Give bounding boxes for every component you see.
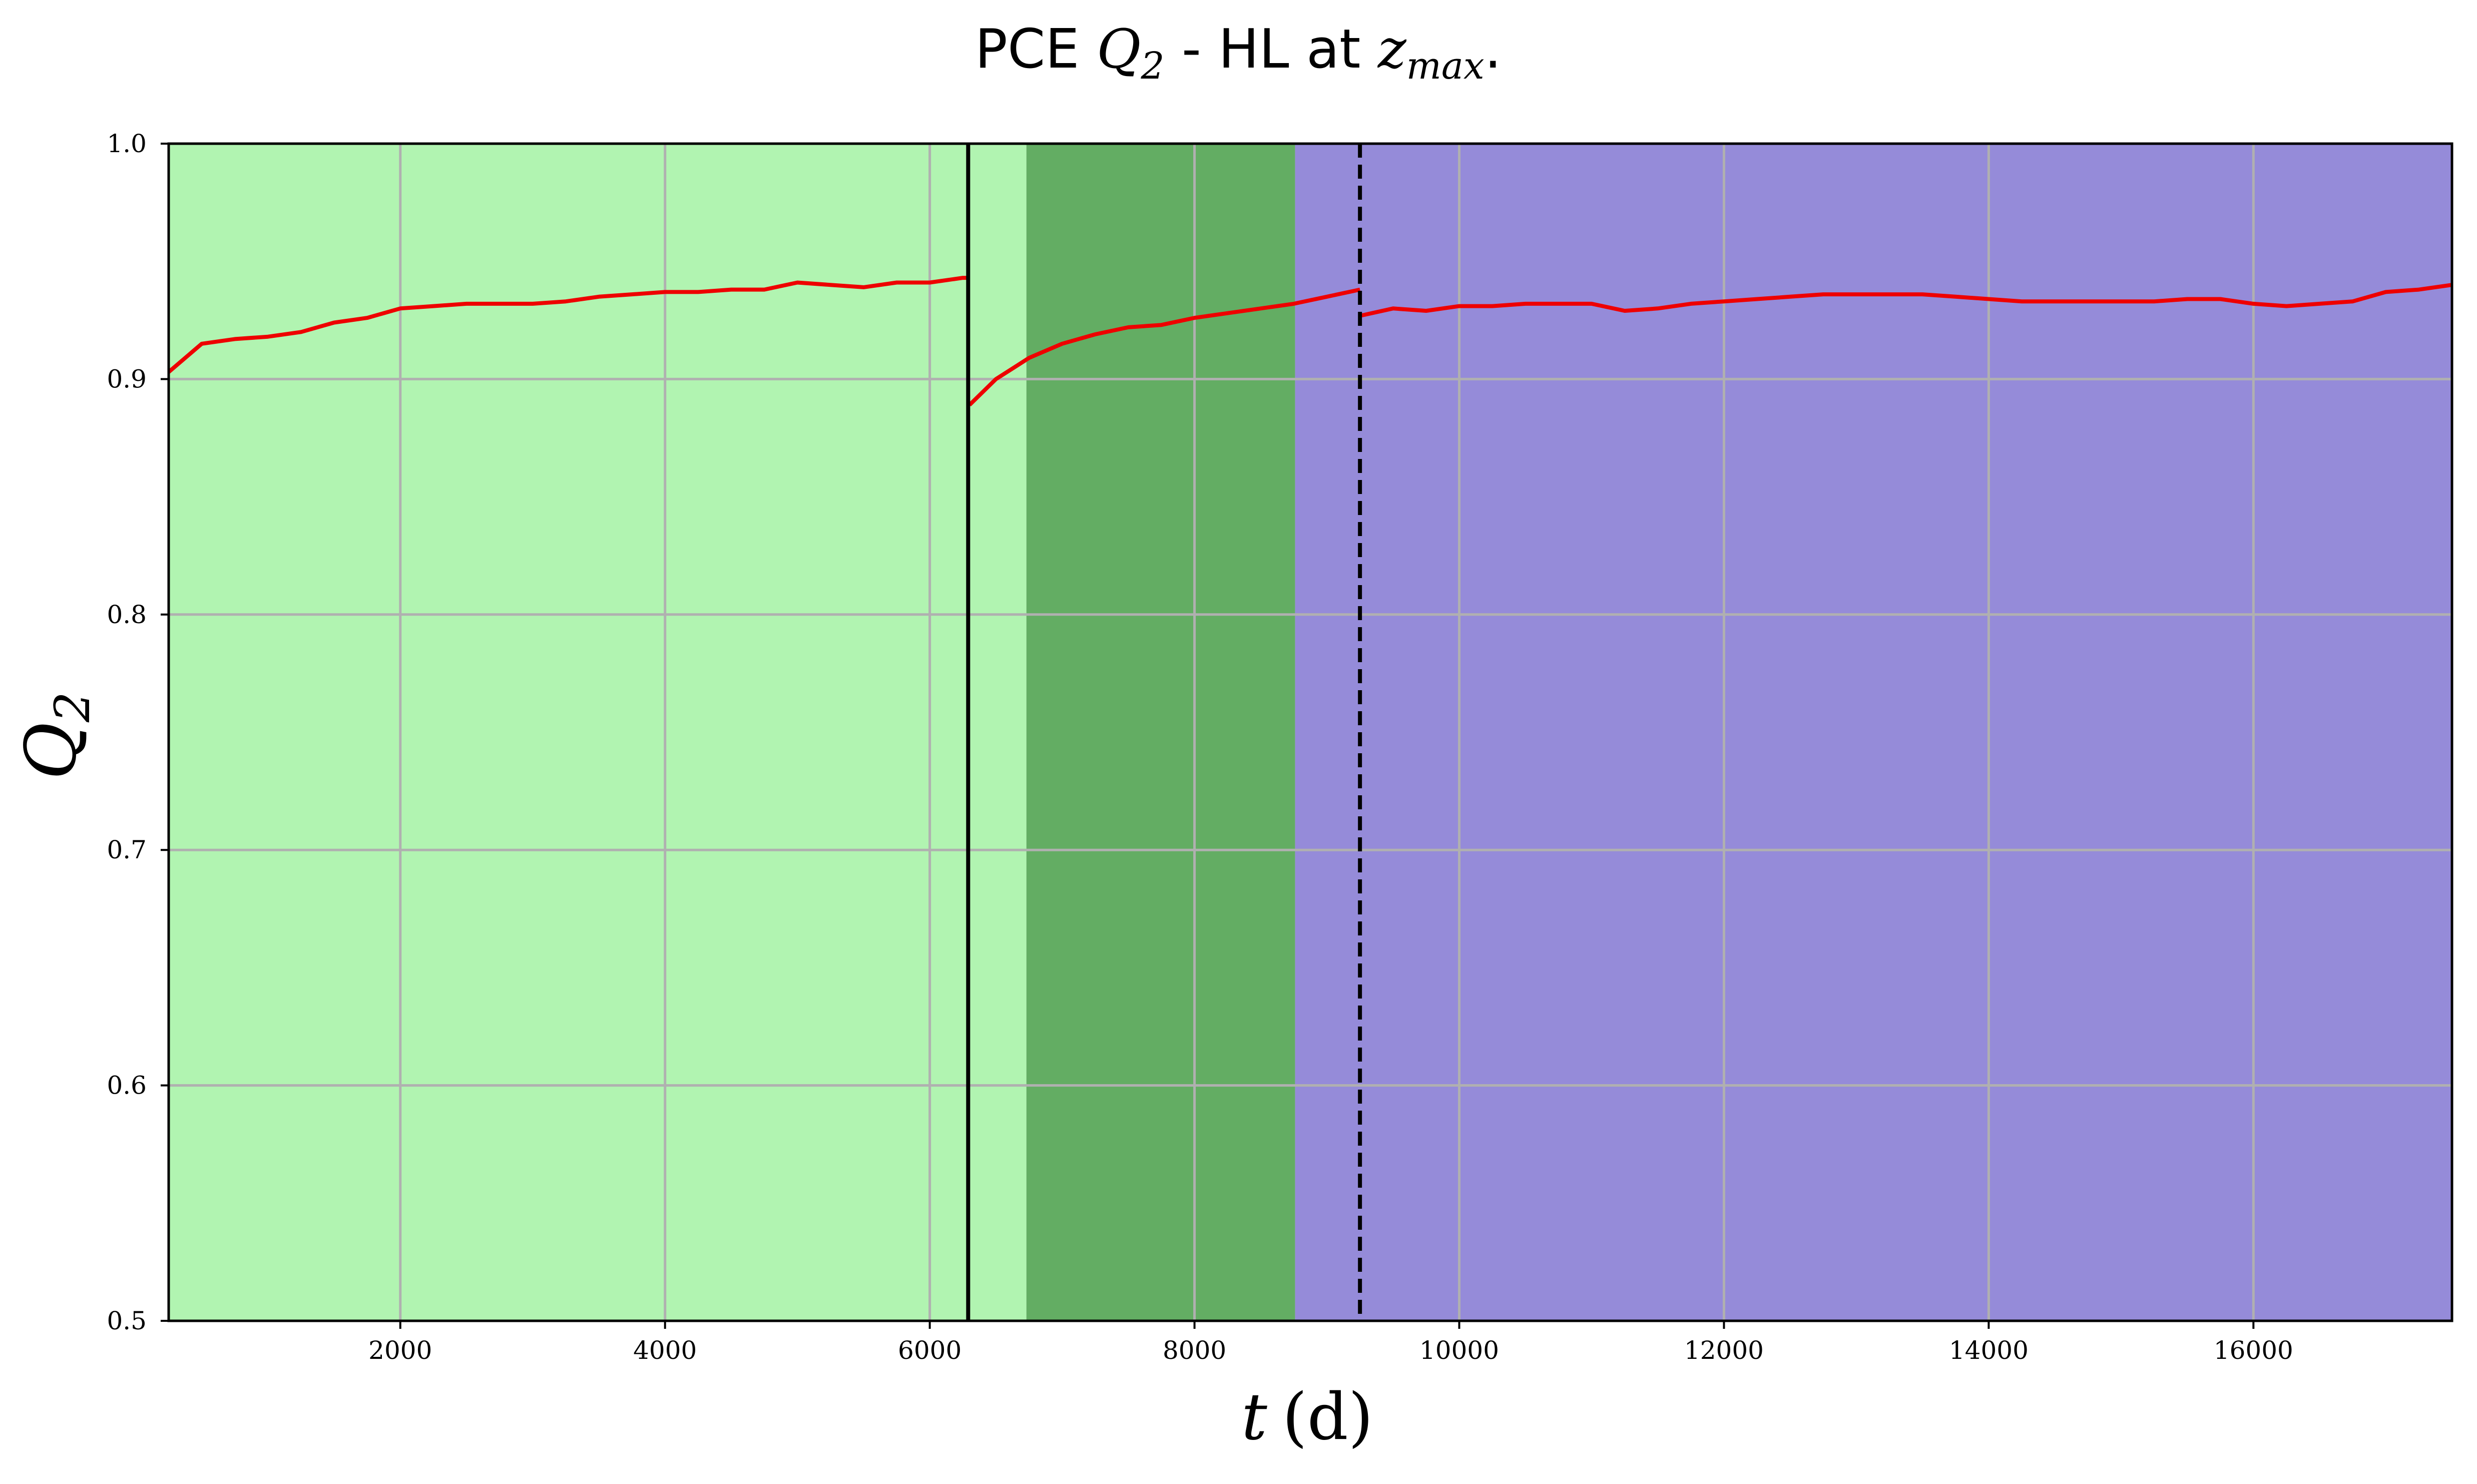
x-tick-label: 16000 bbox=[2214, 1336, 2293, 1365]
y-tick-label: 0.7 bbox=[107, 835, 147, 864]
y-tick-label: 0.8 bbox=[107, 600, 147, 629]
reference-lines bbox=[966, 144, 1362, 1321]
shaded-region-3 bbox=[1295, 144, 2452, 1321]
shaded-regions bbox=[169, 144, 2452, 1321]
x-axis-ticks: 2000 4000 6000 8000 10000 12000 14000 16000 bbox=[368, 1321, 2293, 1365]
x-tick-label: 6000 bbox=[898, 1336, 961, 1365]
x-tick-label: 2000 bbox=[368, 1336, 432, 1365]
x-tick-label: 14000 bbox=[1949, 1336, 2029, 1365]
chart-title: PCE Q2 - HL at zmax. bbox=[975, 18, 1502, 88]
x-axis-label: t (d) bbox=[1241, 1380, 1373, 1454]
shaded-region-2 bbox=[1026, 144, 1295, 1321]
x-tick-label: 12000 bbox=[1684, 1336, 1764, 1365]
y-tick-label: 0.5 bbox=[107, 1306, 147, 1335]
y-tick-label: 0.6 bbox=[107, 1071, 147, 1100]
shaded-region-1 bbox=[169, 144, 1027, 1321]
series-line-segment-3 bbox=[1360, 283, 2452, 318]
x-tick-label: 10000 bbox=[1419, 1336, 1499, 1365]
series-layer bbox=[167, 276, 2452, 406]
series-line-segment-2 bbox=[968, 287, 1361, 406]
y-tick-label: 1.0 bbox=[107, 129, 147, 158]
plot-frame bbox=[167, 142, 2453, 1322]
y-tick-label: 0.9 bbox=[107, 364, 147, 393]
series-line-segment-1 bbox=[167, 276, 968, 374]
y-axis-ticks: 0.5 0.6 0.7 0.8 0.9 1.0 bbox=[107, 129, 169, 1335]
x-tick-label: 4000 bbox=[633, 1336, 697, 1365]
plot-area bbox=[167, 142, 2453, 1322]
y-axis-label: Q2 bbox=[11, 692, 101, 780]
x-tick-label: 8000 bbox=[1163, 1336, 1226, 1365]
